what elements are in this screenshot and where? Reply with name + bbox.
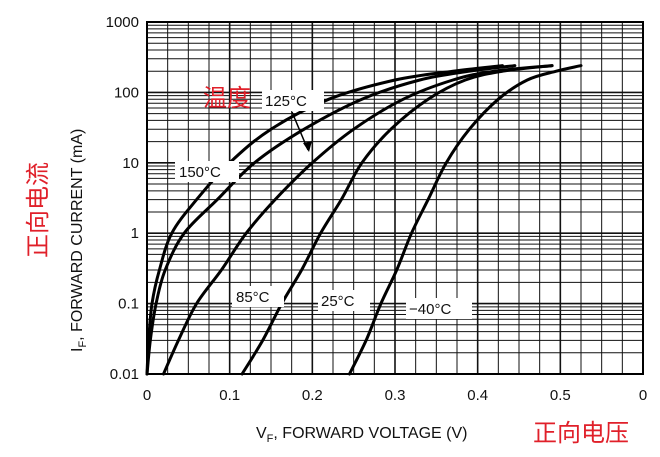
- x-axis-title-rest: , FORWARD VOLTAGE (V): [273, 425, 467, 442]
- series-label-125c-group: 125°C: [262, 90, 324, 111]
- series-label-125c: 125°C: [265, 93, 307, 110]
- x-tick-label: 0: [143, 387, 151, 404]
- series-label-150c-group: 150°C: [175, 161, 239, 182]
- series-label-150c: 150°C: [179, 164, 221, 181]
- series-label-minus40c-box: [406, 298, 472, 319]
- tick-label-layer: 0.01 0.1 1 10 100 1000 0 0.1 0.2 0.3 0.4 0.5 0: [106, 14, 648, 404]
- y-axis-title-subscript: F: [77, 341, 89, 348]
- y-axis-title-rest: , FORWARD CURRENT (mA): [69, 129, 86, 341]
- y-axis-cn-annotation: 正向电流: [24, 162, 52, 258]
- x-axis-title: VF, FORWARD VOLTAGE (V): [256, 425, 468, 445]
- series-label-25c-group: 25°C: [318, 290, 370, 311]
- x-tick-label: 0.4: [467, 387, 488, 404]
- x-tick-label: 0.3: [385, 387, 406, 404]
- series-label-85c-box: [232, 286, 284, 307]
- y-tick-label: 10: [122, 155, 139, 172]
- series-label-25c: 25°C: [321, 293, 355, 310]
- y-tick-label: 100: [114, 84, 139, 101]
- x-tick-label: 0: [639, 387, 647, 404]
- series-label-minus40c-group: −40°C: [406, 298, 472, 319]
- plot-frame: [146, 21, 644, 375]
- series-label-85c: 85°C: [236, 289, 270, 306]
- grid-layer: [146, 21, 644, 375]
- x-axis-title-subscript: F: [267, 433, 274, 445]
- x-tick-label: 0.1: [219, 387, 240, 404]
- series-label-minus40c: −40°C: [409, 301, 451, 318]
- series-label-25c-box: [318, 290, 370, 311]
- series-line-4: [348, 64, 583, 376]
- temperature-cn-annotation: 温度: [203, 84, 251, 112]
- y-tick-label: 0.01: [110, 366, 139, 383]
- x-tick-label: 0.2: [302, 387, 323, 404]
- y-axis-title-main: I: [69, 348, 86, 352]
- y-tick-label: 1000: [106, 14, 139, 31]
- y-tick-label: 0.1: [118, 296, 139, 313]
- series-label-85c-group: 85°C: [232, 286, 284, 307]
- y-axis-title: IF, FORWARD CURRENT (mA): [69, 129, 89, 352]
- label-leader-arrowhead: [303, 141, 312, 152]
- series-label-125c-box: [262, 90, 324, 111]
- x-tick-label: 0.5: [550, 387, 571, 404]
- series-line-2: [162, 64, 554, 376]
- series-label-150c-box: [175, 161, 239, 182]
- y-tick-label: 1: [131, 225, 139, 242]
- x-axis-cn-annotation: 正向电压: [533, 419, 629, 447]
- x-axis-title-main: V: [256, 425, 267, 442]
